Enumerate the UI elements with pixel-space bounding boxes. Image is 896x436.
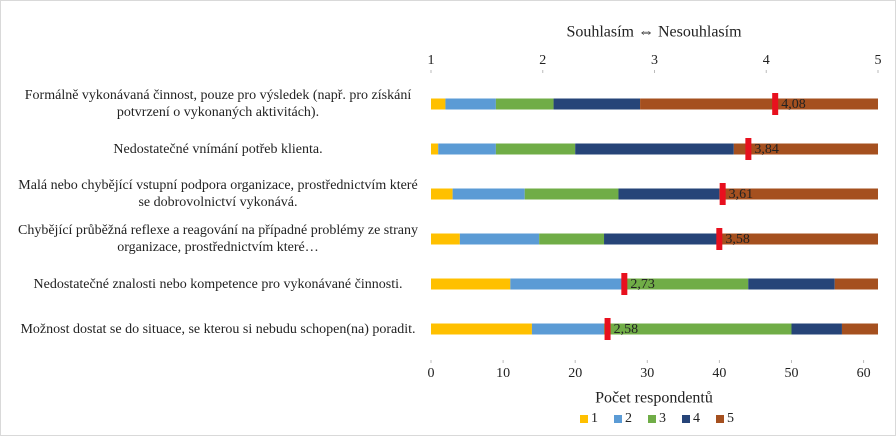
legend-label: 5 [727,411,734,426]
bar-segment [431,323,532,335]
bar-segment [524,188,619,200]
bar-segment [834,278,878,290]
mean-marker [604,318,611,340]
bar-segment [604,233,720,245]
bar-segment [431,233,460,245]
category-label: Malá nebo chybějící vstupní podpora orga… [18,178,418,210]
x-tick-label: 10 [496,366,510,381]
bar-segment [618,188,720,200]
x-tick-label: 30 [640,366,654,381]
x2-tick-label: 5 [875,53,882,68]
category-label: Možnost dostat se do situace, se kterou … [20,321,416,337]
bar-segment [719,233,878,245]
legend-label: 3 [659,411,666,426]
mean-marker [719,183,726,205]
bar-segment [431,188,453,200]
legend-swatch [580,415,588,423]
legend-swatch [614,415,622,423]
bar-segment [459,233,540,245]
bar-segment [553,98,641,110]
x-tick-label: 0 [428,366,435,381]
bar-segment [452,188,525,200]
bar-segment [495,143,576,155]
legend-swatch [682,415,690,423]
bar-segment [431,143,439,155]
bar-segment [431,98,446,110]
x-tick-label: 20 [568,366,582,381]
x2-tick-label: 3 [651,53,658,68]
bar-segment [445,98,496,110]
bar-segment [510,278,626,290]
bar-segment [625,278,749,290]
x-axis-label: Počet respondentů [595,390,713,407]
bar-segment [640,98,878,110]
legend-label: 1 [591,411,598,426]
mean-label: 3,58 [725,232,750,247]
bar-segment [604,323,792,335]
legend-swatch [716,415,724,423]
x2-tick-label: 2 [539,53,546,68]
bar-segment [733,143,878,155]
x-tick-label: 60 [857,366,871,381]
bar-segment [791,323,842,335]
bar-segment [719,188,878,200]
bar-segment [438,143,496,155]
mean-label: 2,58 [614,322,639,337]
bar-segment [539,233,605,245]
x2-tick-label: 4 [763,53,770,68]
legend-label: 4 [693,411,700,426]
bar-segment [495,98,554,110]
bar-segment [531,323,605,335]
mean-label: 2,73 [630,277,655,292]
mean-marker [716,228,723,250]
x-tick-label: 40 [712,366,726,381]
mean-label: 3,84 [754,142,779,157]
category-label: Nedostatečné vnímání potřeb klienta. [113,141,323,157]
mean-label: 3,61 [729,187,754,202]
x2-axis-label: Souhlasím ⇔ Nesouhlasím [566,24,742,41]
mean-marker [772,93,779,115]
x-tick-label: 50 [784,366,798,381]
mean-marker [745,138,752,160]
x2-tick-label: 1 [428,53,435,68]
bar-segment [575,143,734,155]
bar-segment [748,278,835,290]
category-label: Nedostatečné znalosti nebo kompetence pr… [33,276,403,292]
category-label: Chybějící průběžná reflexe a reagování n… [18,223,418,255]
legend-label: 2 [625,411,632,426]
legend-swatch [648,415,656,423]
bar-segment [431,278,511,290]
mean-label: 4,08 [781,97,806,112]
bar-segment [841,323,878,335]
mean-marker [621,273,628,295]
category-label: Formálně vykonávaná činnost, pouze pro v… [24,88,412,120]
